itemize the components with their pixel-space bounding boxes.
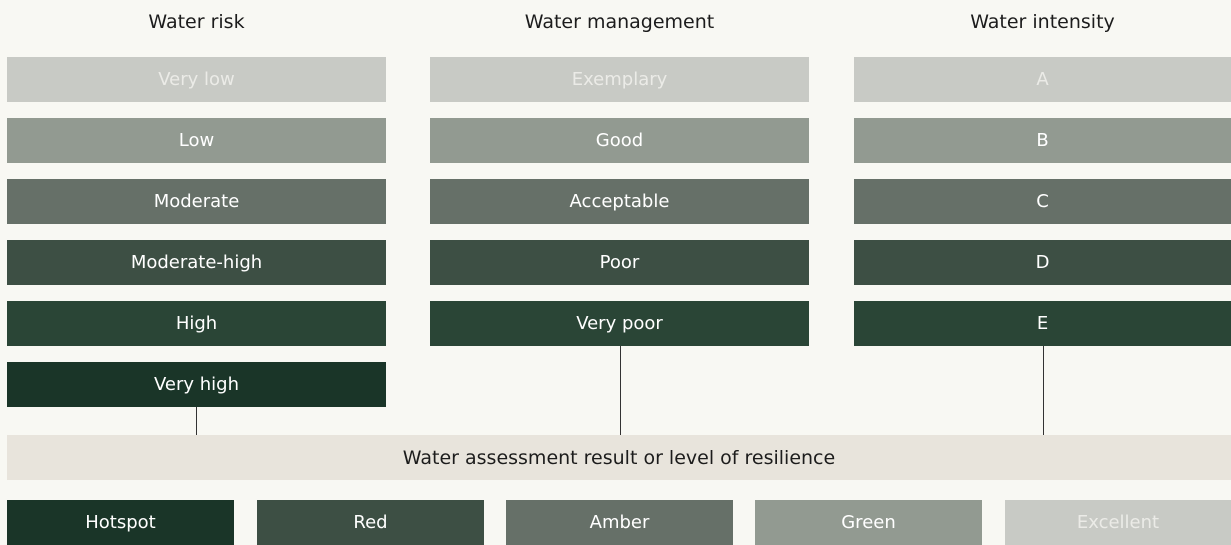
level-box: C <box>854 179 1231 224</box>
connector <box>1043 346 1044 435</box>
outcome-box: Red <box>257 500 484 545</box>
outcome-box: Amber <box>506 500 733 545</box>
level-box: D <box>854 240 1231 285</box>
connector <box>196 407 197 435</box>
outcome-box: Green <box>755 500 982 545</box>
level-box: B <box>854 118 1231 163</box>
level-box: Very poor <box>430 301 809 346</box>
level-box: Exemplary <box>430 57 809 102</box>
level-box: A <box>854 57 1231 102</box>
column-title: Water management <box>524 11 715 33</box>
level-box: Acceptable <box>430 179 809 224</box>
level-box: Good <box>430 118 809 163</box>
level-box: Low <box>7 118 386 163</box>
level-box: E <box>854 301 1231 346</box>
level-box: Moderate <box>7 179 386 224</box>
level-box: Poor <box>430 240 809 285</box>
result-band: Water assessment result or level of resi… <box>7 435 1231 480</box>
level-box: High <box>7 301 386 346</box>
level-box: Moderate-high <box>7 240 386 285</box>
level-box: Very low <box>7 57 386 102</box>
outcome-box: Excellent <box>1005 500 1231 545</box>
level-box: Very high <box>7 362 386 407</box>
outcome-box: Hotspot <box>7 500 234 545</box>
column-title: Water intensity <box>970 11 1115 33</box>
connector <box>620 346 621 435</box>
column-title: Water risk <box>148 11 245 33</box>
